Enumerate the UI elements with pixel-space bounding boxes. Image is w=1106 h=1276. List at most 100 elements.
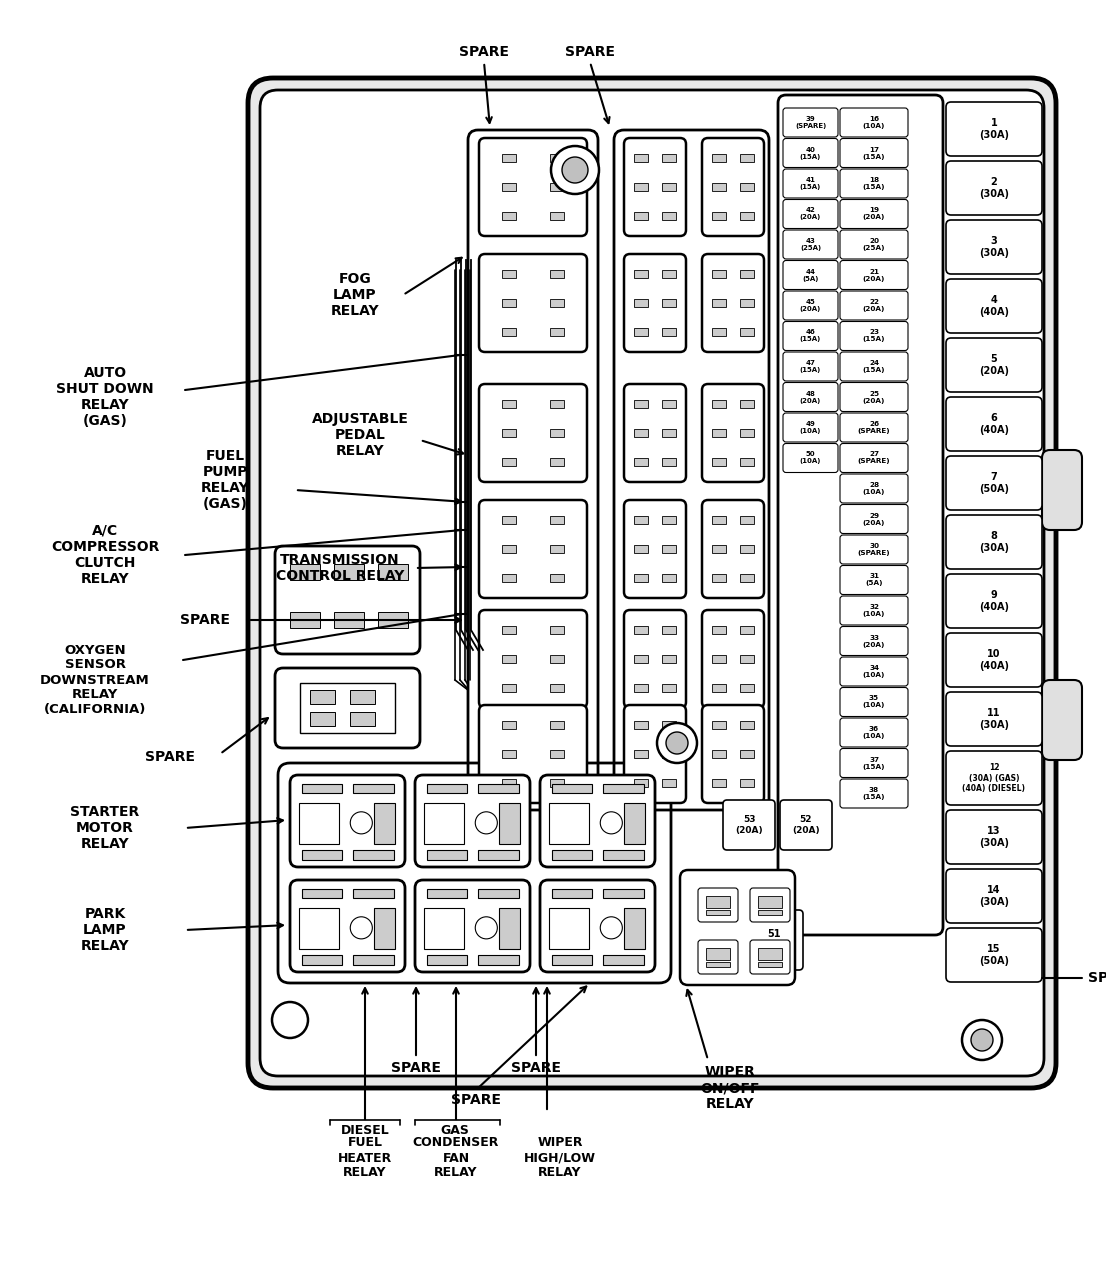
Bar [758, 962, 782, 967]
Bar [740, 721, 753, 729]
Text: 9
(40A): 9 (40A) [979, 590, 1009, 612]
Bar [502, 269, 517, 278]
Bar [550, 803, 589, 843]
Text: 28
(10A): 28 (10A) [863, 482, 885, 495]
Circle shape [666, 732, 688, 754]
Text: 32
(10A): 32 (10A) [863, 604, 885, 618]
FancyBboxPatch shape [946, 810, 1042, 864]
FancyBboxPatch shape [946, 397, 1042, 450]
Bar [502, 429, 517, 436]
Text: SPARE: SPARE [459, 45, 509, 59]
Bar [740, 458, 753, 467]
Text: 6
(40A): 6 (40A) [979, 413, 1009, 435]
Text: 39
(SPARE): 39 (SPARE) [795, 116, 826, 129]
Bar [635, 429, 648, 436]
Bar [661, 328, 676, 337]
FancyBboxPatch shape [275, 669, 420, 748]
Text: 37
(15A): 37 (15A) [863, 757, 885, 769]
Bar [603, 850, 644, 860]
Text: A/C
COMPRESSOR
CLUTCH
RELAY: A/C COMPRESSOR CLUTCH RELAY [51, 523, 159, 586]
FancyBboxPatch shape [260, 91, 1044, 1076]
Bar [740, 212, 753, 221]
Bar [635, 299, 648, 308]
Bar [712, 299, 727, 308]
Text: SPARE: SPARE [511, 1062, 561, 1074]
FancyBboxPatch shape [946, 161, 1042, 214]
FancyBboxPatch shape [723, 800, 775, 850]
FancyBboxPatch shape [778, 94, 943, 935]
Bar [712, 625, 727, 634]
Bar [550, 328, 564, 337]
Bar [758, 896, 782, 909]
FancyBboxPatch shape [702, 610, 764, 708]
Text: 26
(SPARE): 26 (SPARE) [857, 421, 890, 434]
FancyBboxPatch shape [479, 706, 587, 803]
Bar [550, 212, 564, 221]
Text: 30
(SPARE): 30 (SPARE) [857, 544, 890, 556]
Text: 45
(20A): 45 (20A) [800, 299, 821, 313]
Bar [427, 785, 467, 794]
FancyBboxPatch shape [275, 546, 420, 655]
Bar [740, 516, 753, 523]
Bar [550, 269, 564, 278]
Text: SPARE: SPARE [145, 750, 195, 764]
Bar [552, 956, 592, 965]
FancyBboxPatch shape [946, 516, 1042, 569]
FancyBboxPatch shape [839, 596, 908, 625]
Text: 12
(30A) (GAS)
(40A) (DIESEL): 12 (30A) (GAS) (40A) (DIESEL) [962, 763, 1025, 792]
FancyBboxPatch shape [839, 565, 908, 595]
Bar [550, 625, 564, 634]
Text: 35
(10A): 35 (10A) [863, 695, 885, 708]
Bar [712, 516, 727, 523]
Bar [502, 516, 517, 523]
Text: 15
(50A): 15 (50A) [979, 944, 1009, 966]
Bar [712, 182, 727, 191]
Text: 51
(20A): 51 (20A) [759, 929, 789, 951]
Bar [378, 612, 408, 628]
Bar [552, 850, 592, 860]
Bar [334, 564, 364, 581]
FancyBboxPatch shape [839, 168, 908, 198]
FancyBboxPatch shape [702, 138, 764, 236]
FancyBboxPatch shape [839, 260, 908, 290]
Text: 21
(20A): 21 (20A) [863, 268, 885, 282]
FancyBboxPatch shape [702, 706, 764, 803]
Bar [302, 785, 342, 794]
Bar [603, 889, 644, 898]
Bar [635, 545, 648, 553]
FancyBboxPatch shape [839, 383, 908, 411]
FancyBboxPatch shape [540, 775, 655, 866]
Circle shape [657, 723, 697, 763]
Bar [550, 574, 564, 582]
Text: 48
(20A): 48 (20A) [800, 390, 821, 403]
FancyBboxPatch shape [479, 610, 587, 708]
Bar [712, 750, 727, 758]
Text: SPARE: SPARE [392, 1062, 441, 1074]
Text: 10
(40A): 10 (40A) [979, 648, 1009, 671]
Bar [661, 212, 676, 221]
Bar [740, 655, 753, 664]
Bar [635, 212, 648, 221]
FancyBboxPatch shape [946, 279, 1042, 333]
Bar [635, 750, 648, 758]
Bar [661, 516, 676, 523]
FancyBboxPatch shape [479, 138, 587, 236]
Bar [300, 803, 340, 843]
Bar [740, 429, 753, 436]
FancyBboxPatch shape [839, 780, 908, 808]
Bar [758, 948, 782, 960]
FancyBboxPatch shape [614, 130, 769, 810]
Bar [502, 684, 517, 693]
Bar [635, 399, 648, 407]
Bar [502, 212, 517, 221]
Bar [550, 684, 564, 693]
Bar [712, 780, 727, 787]
FancyBboxPatch shape [839, 473, 908, 503]
Circle shape [971, 1028, 993, 1051]
FancyBboxPatch shape [783, 260, 838, 290]
FancyBboxPatch shape [624, 254, 686, 352]
FancyBboxPatch shape [624, 610, 686, 708]
Bar [635, 328, 648, 337]
Bar [624, 907, 645, 949]
Text: 27
(SPARE): 27 (SPARE) [857, 452, 890, 464]
